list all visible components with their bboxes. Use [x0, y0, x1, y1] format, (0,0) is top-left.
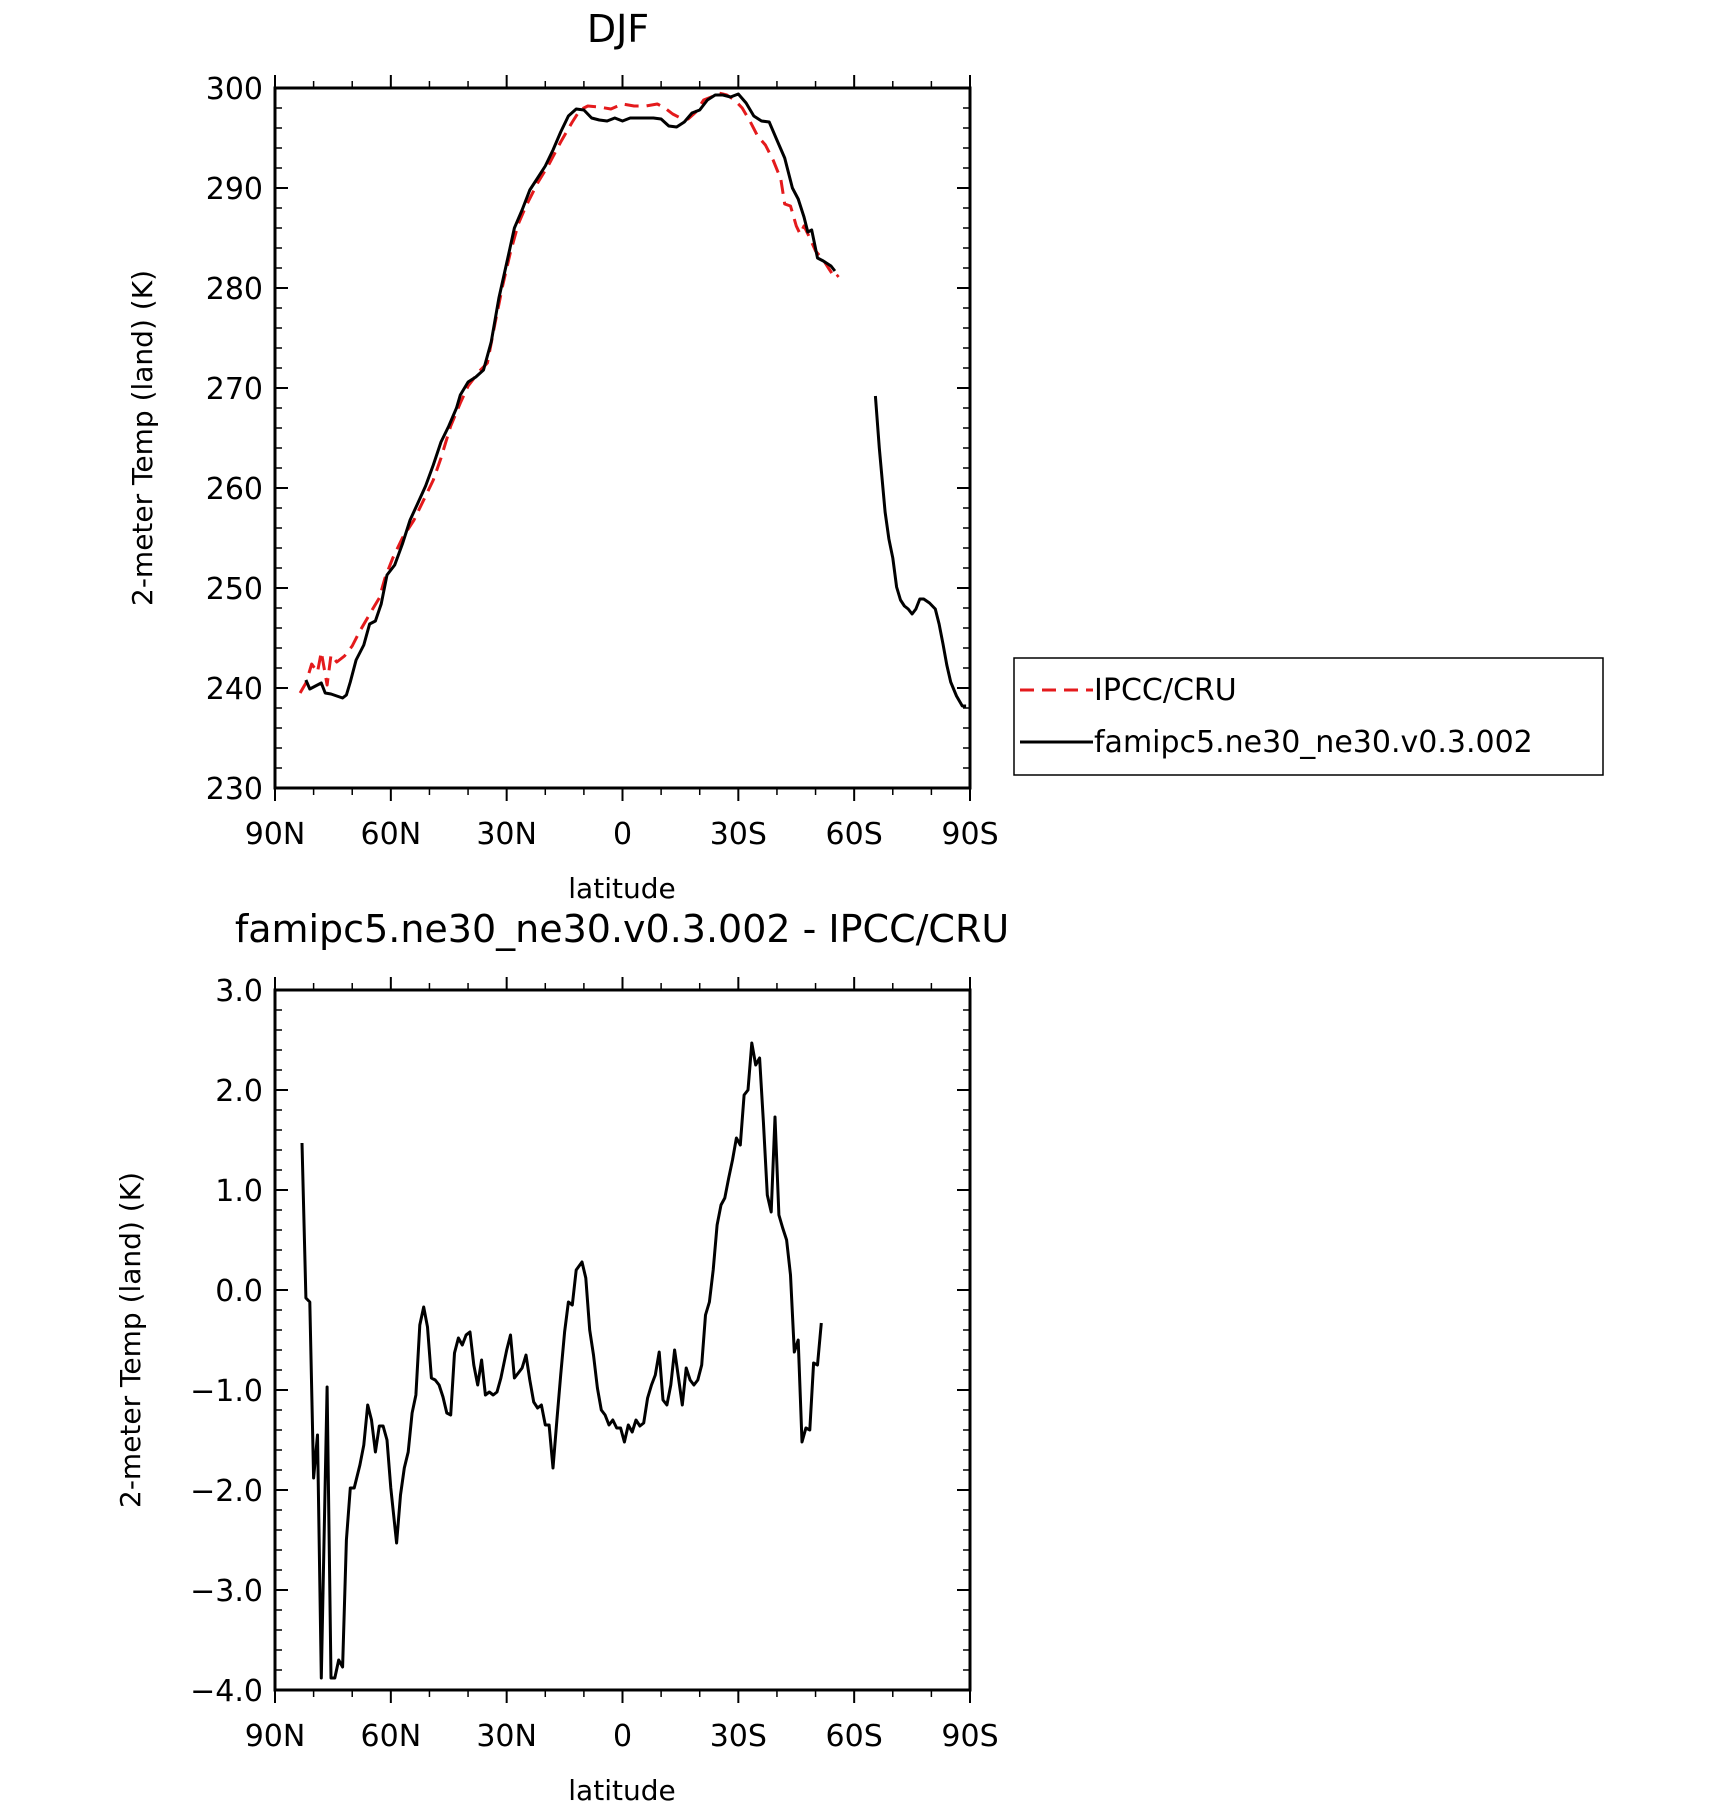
y-tick-label: 0.0 — [215, 1274, 263, 1309]
y-tick-label: 300 — [206, 72, 263, 107]
y-axis-label: 2-meter Temp (land) (K) — [126, 270, 159, 606]
y-tick-labels: 230 240 250 260 270 280 290 300 — [206, 72, 263, 807]
y-tick-label: 280 — [206, 272, 263, 307]
legend-label-ipcc: IPCC/CRU — [1094, 673, 1237, 708]
y-tick-label: 290 — [206, 172, 263, 207]
plot-frame — [273, 86, 972, 790]
x-tick-label: 60S — [826, 1719, 883, 1754]
plot-frame — [273, 988, 972, 1692]
y-tick-label: 270 — [206, 372, 263, 407]
x-tick-label: 90N — [245, 817, 306, 852]
x-tick-label: 30S — [710, 1719, 767, 1754]
y-tick-label: 3.0 — [215, 974, 263, 1009]
y-tick-label: 240 — [206, 672, 263, 707]
x-tick-label: 0 — [613, 817, 632, 852]
series-line-1 — [304, 92, 837, 700]
x-tick-label: 0 — [613, 1719, 632, 1754]
x-axis-label: latitude — [568, 872, 675, 905]
panel-climatology: DJF 230 240 250 260 270 280 290 300 90N 60N 30N 0 3… — [126, 7, 1604, 905]
legend-box — [1013, 657, 1604, 776]
x-tick-label: 90N — [245, 1719, 306, 1754]
y-tick-label: 2.0 — [215, 1074, 263, 1109]
x-tick-label: 30N — [476, 817, 537, 852]
x-tick-label: 60S — [826, 817, 883, 852]
chart-title: famipc5.ne30_ne30.v0.3.002 - IPCC/CRU — [235, 907, 1009, 951]
y-tick-label: −4.0 — [190, 1674, 263, 1709]
x-tick-label: 60N — [361, 817, 422, 852]
y-tick-label: 250 — [206, 572, 263, 607]
legend: IPCC/CRU famipc5.ne30_ne30.v0.3.002 — [1013, 657, 1604, 776]
series-line-0 — [298, 91, 840, 694]
series-layer — [300, 1041, 823, 1680]
x-tick-label: 90S — [941, 817, 998, 852]
x-tick-labels: 90N 60N 30N 0 30S 60S 90S — [245, 1719, 999, 1754]
x-axis-label: latitude — [568, 1774, 675, 1805]
panel-difference: famipc5.ne30_ne30.v0.3.002 - IPCC/CRU −4… — [114, 907, 1009, 1805]
y-tick-label: −3.0 — [190, 1574, 263, 1609]
series-line-0 — [300, 1041, 823, 1680]
y-tick-labels: −4.0 −3.0 −2.0 −1.0 0.0 1.0 2.0 3.0 — [190, 974, 263, 1709]
y-tick-label: −2.0 — [190, 1474, 263, 1509]
y-tick-label: 260 — [206, 472, 263, 507]
x-tick-label: 30N — [476, 1719, 537, 1754]
y-axis-label: 2-meter Temp (land) (K) — [114, 1172, 147, 1508]
x-tick-labels: 90N 60N 30N 0 30S 60S 90S — [245, 817, 999, 852]
axis-ticks — [274, 75, 971, 801]
chart-title: DJF — [587, 7, 649, 51]
y-tick-label: −1.0 — [190, 1374, 263, 1409]
x-tick-label: 60N — [361, 1719, 422, 1754]
x-tick-label: 30S — [710, 817, 767, 852]
series-line-1 — [873, 395, 967, 708]
x-tick-label: 90S — [941, 1719, 998, 1754]
legend-label-model: famipc5.ne30_ne30.v0.3.002 — [1094, 725, 1533, 760]
axis-ticks — [274, 977, 971, 1703]
y-tick-label: 1.0 — [215, 1174, 263, 1209]
series-layer — [298, 91, 967, 708]
y-tick-label: 230 — [206, 772, 263, 807]
